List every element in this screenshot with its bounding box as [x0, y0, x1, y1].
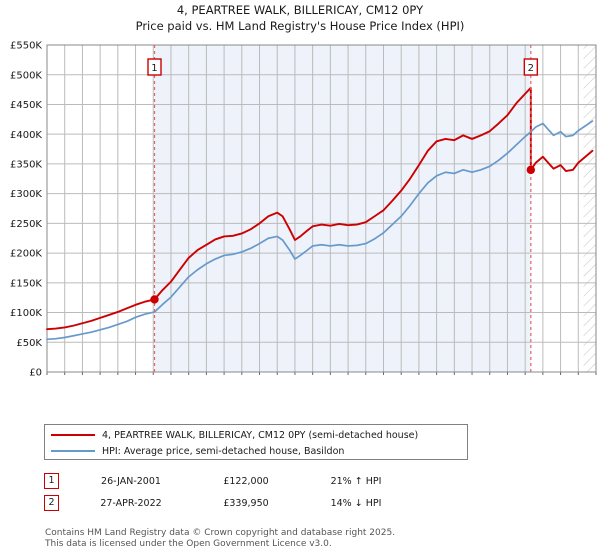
- chart-legend: 4, PEARTREE WALK, BILLERICAY, CM12 0PY (…: [44, 424, 468, 460]
- title-line-2: Price paid vs. HM Land Registry's House …: [135, 19, 465, 33]
- svg-text:2: 2: [528, 63, 534, 74]
- price-history-chart: £0 £50K £100K £150K £200K £250K £300K £350K £400…: [0, 38, 600, 378]
- page-title: 4, PEARTREE WALK, BILLERICAY, CM12 0PY P…: [0, 2, 600, 34]
- sales-table: 1 26-JAN-2001 £122,000 21% ↑ HPI 2 27-AP…: [44, 470, 484, 514]
- legend-swatch-property-icon: [51, 434, 95, 436]
- table-row: 1 26-JAN-2001 £122,000 21% ↑ HPI: [44, 470, 484, 492]
- svg-text:£400K: £400K: [10, 130, 42, 141]
- svg-text:£500K: £500K: [10, 70, 42, 81]
- legend-item-hpi: HPI: Average price, semi-detached house,…: [51, 444, 461, 458]
- title-line-1: 4, PEARTREE WALK, BILLERICAY, CM12 0PY: [176, 3, 424, 17]
- sale-marker-badge-1: 1: [44, 473, 59, 489]
- svg-text:£200K: £200K: [10, 249, 42, 260]
- svg-text:£150K: £150K: [10, 278, 42, 289]
- table-row: 2 27-APR-2022 £339,950 14% ↓ HPI: [44, 492, 484, 514]
- footer-attribution: Contains HM Land Registry data © Crown c…: [45, 528, 565, 550]
- footer-line-1: Contains HM Land Registry data © Crown c…: [45, 528, 396, 538]
- sale-date-1: 26-JAN-2001: [101, 475, 161, 487]
- sale-date-2: 27-APR-2022: [100, 497, 162, 509]
- sale-price-2: £339,950: [223, 497, 269, 509]
- sale-marker-badge-2: 2: [44, 495, 59, 511]
- sale-hpi-delta-2: 14% ↓ HPI: [330, 497, 382, 509]
- svg-text:£50K: £50K: [16, 338, 42, 349]
- footer-line-2: This data is licensed under the Open Gov…: [45, 539, 332, 549]
- svg-text:£450K: £450K: [10, 100, 42, 111]
- svg-text:£350K: £350K: [10, 160, 42, 171]
- svg-text:£300K: £300K: [10, 189, 42, 200]
- legend-label-property: 4, PEARTREE WALK, BILLERICAY, CM12 0PY (…: [102, 429, 419, 441]
- svg-text:1: 1: [151, 63, 157, 74]
- svg-text:£550K: £550K: [10, 41, 42, 52]
- legend-item-property: 4, PEARTREE WALK, BILLERICAY, CM12 0PY (…: [51, 428, 461, 442]
- sale-price-1: £122,000: [223, 475, 269, 487]
- svg-text:£100K: £100K: [10, 308, 42, 319]
- svg-text:£0: £0: [29, 368, 42, 378]
- chart-canvas: £0 £50K £100K £150K £200K £250K £300K £350K £400…: [10, 41, 597, 378]
- legend-swatch-hpi-icon: [51, 450, 95, 452]
- legend-label-hpi: HPI: Average price, semi-detached house,…: [102, 445, 345, 457]
- svg-text:£250K: £250K: [10, 219, 42, 230]
- sale-hpi-delta-1: 21% ↑ HPI: [330, 475, 382, 487]
